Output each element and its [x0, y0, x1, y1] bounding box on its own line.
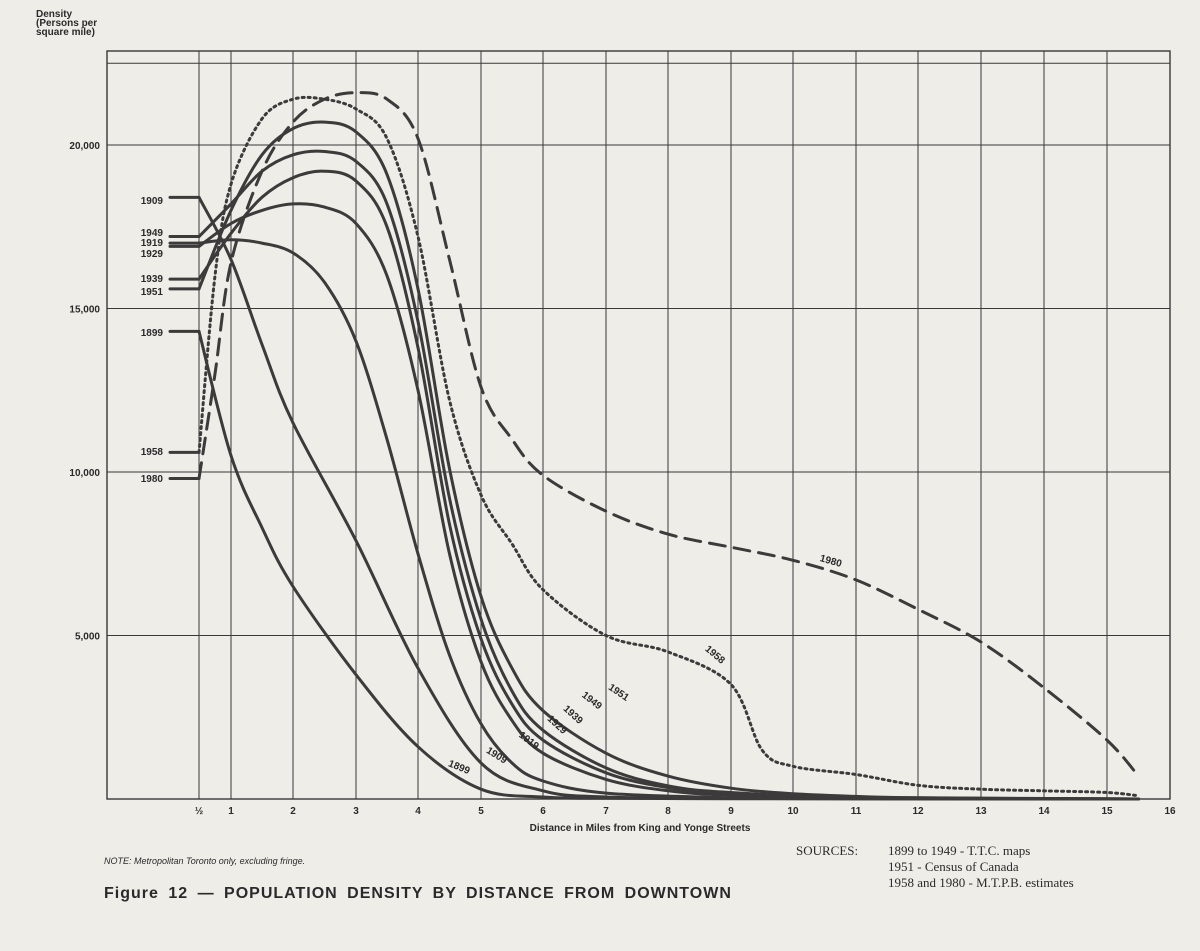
series-line-1919	[197, 238, 1140, 801]
x-tick-label: 13	[975, 806, 987, 817]
x-tick-label: 16	[1164, 806, 1176, 817]
y-tick-label: 10,000	[69, 468, 100, 479]
curve-label-1909: 1909	[484, 745, 509, 766]
x-tick-label: 2	[290, 806, 296, 817]
source-line: 1951 - Census of Canada	[888, 859, 1019, 874]
start-label-1951: 1951	[141, 287, 164, 298]
series-group	[168, 91, 1140, 801]
start-label-1949: 1949	[141, 228, 164, 239]
series-line-1899	[197, 329, 1140, 801]
y-tick-label: 15,000	[69, 305, 100, 316]
series-line-1951	[197, 120, 1140, 801]
note-text: NOTE: Metropolitan Toronto only, excludi…	[104, 856, 306, 866]
grid	[107, 51, 1171, 799]
source-line: 1899 to 1949 - T.T.C. maps	[888, 843, 1031, 858]
sources-key: SOURCES:	[796, 843, 859, 858]
x-tick-label: 6	[540, 806, 546, 817]
series-line-1949	[197, 149, 1140, 801]
figure-title: Figure 12 — POPULATION DENSITY BY DISTAN…	[104, 885, 732, 902]
y-axis-label-line: square mile)	[36, 27, 95, 38]
curve-label-1958: 1958	[703, 644, 727, 667]
x-axis-label: Distance in Miles from King and Yonge St…	[530, 823, 751, 834]
start-label-1929: 1929	[141, 249, 164, 260]
x-tick-label: 3	[353, 806, 359, 817]
start-label-1919: 1919	[141, 238, 164, 249]
x-tick-label: 11	[851, 806, 862, 817]
curve-label-1949: 1949	[579, 690, 604, 713]
x-tick-label: 8	[665, 806, 671, 817]
y-tick-label: 5,000	[75, 632, 100, 643]
x-tick-label: 14	[1038, 806, 1050, 817]
axis-group: Density (Persons per square mile) Distance…	[36, 9, 1176, 834]
y-axis-label-line: (Persons per	[36, 18, 97, 29]
sources-block: SOURCES: 1899 to 1949 - T.T.C. maps 1951…	[796, 843, 1074, 891]
start-label-1899: 1899	[141, 328, 164, 339]
x-tick-label: 4	[415, 806, 421, 817]
x-tick-label: 12	[912, 806, 924, 817]
start-label-1980: 1980	[141, 474, 164, 485]
y-axis-label: Density (Persons per square mile)	[36, 9, 97, 38]
series-line-1980	[197, 91, 1140, 778]
x-tick-label: 10	[787, 806, 799, 817]
x-tick-label: 9	[728, 806, 734, 817]
x-tick-label: 1	[228, 806, 234, 817]
series-line-1929	[197, 202, 1140, 801]
x-tick-label: 5	[478, 806, 484, 817]
source-line: 1958 and 1980 - M.T.P.B. estimates	[888, 875, 1074, 890]
series-line-1939	[197, 169, 1140, 801]
series-line-1958	[197, 95, 1140, 798]
y-axis-label-line: Density	[36, 9, 73, 20]
x-tick-label: ½	[195, 806, 203, 817]
x-tick-label: 15	[1101, 806, 1113, 817]
x-tick-label: 7	[603, 806, 609, 817]
y-tick-label: 20,000	[69, 141, 100, 152]
series-line-1909	[197, 195, 1140, 801]
start-label-1958: 1958	[141, 447, 164, 458]
start-label-1939: 1939	[141, 274, 164, 285]
start-label-1909: 1909	[141, 196, 164, 207]
curve-label-1951: 1951	[606, 682, 631, 704]
